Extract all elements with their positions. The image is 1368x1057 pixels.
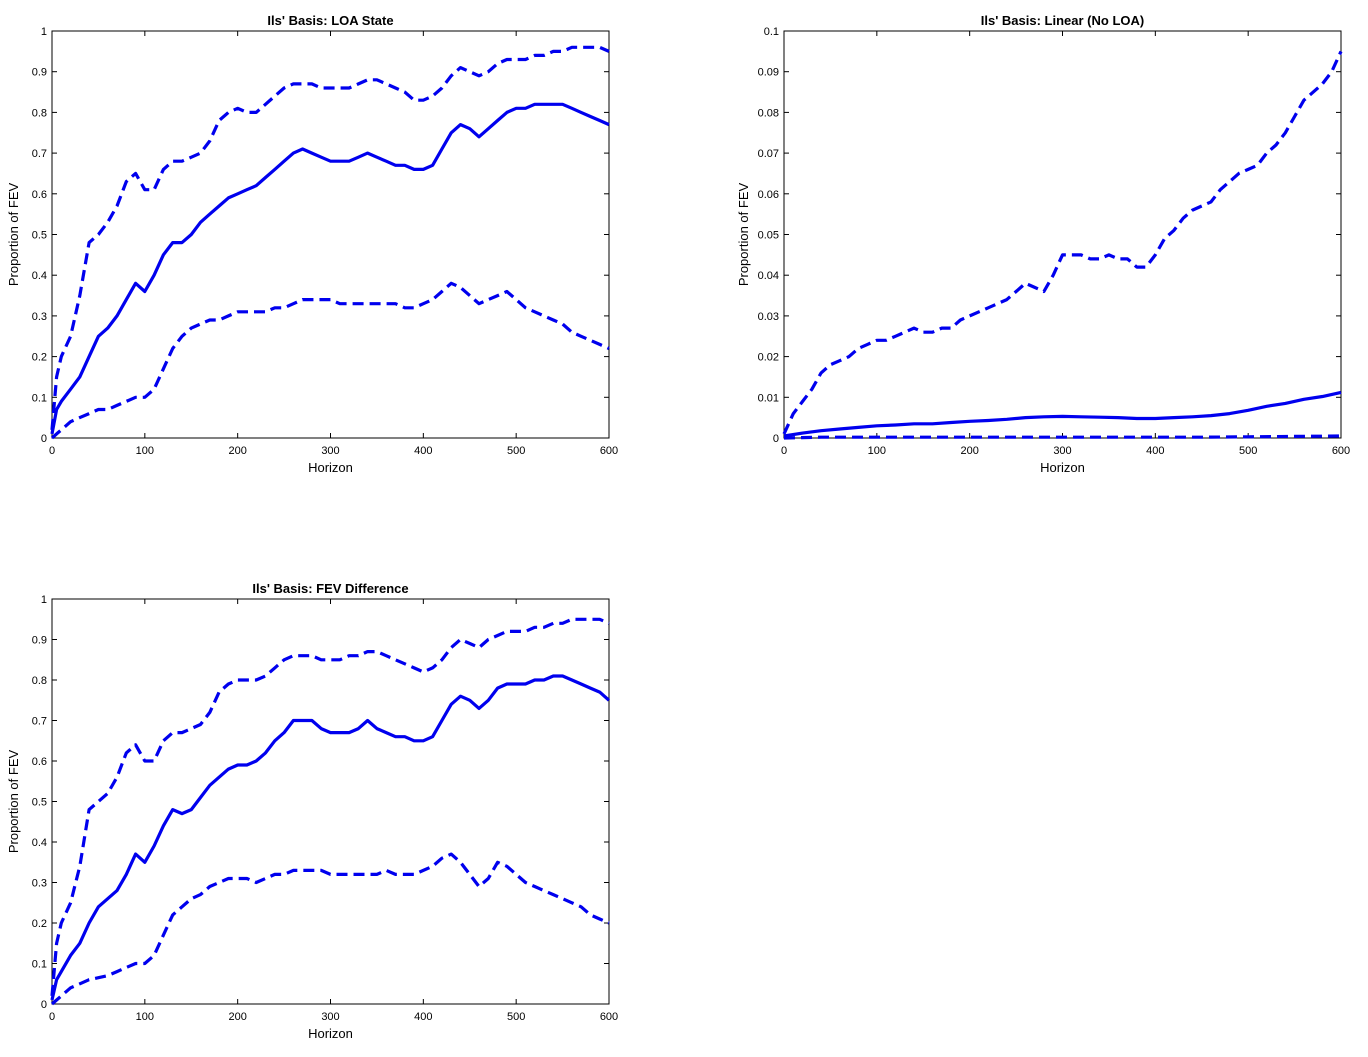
x-tick-label: 200 bbox=[960, 445, 978, 457]
x-tick-label: 300 bbox=[321, 445, 339, 457]
y-tick-label: 1 bbox=[41, 594, 47, 606]
y-tick-label: 0.4 bbox=[32, 270, 47, 282]
y-tick-label: 0.04 bbox=[758, 270, 779, 282]
x-tick-label: 100 bbox=[136, 1011, 154, 1023]
x-tick-label: 300 bbox=[1053, 445, 1071, 457]
y-tick-label: 0.03 bbox=[758, 311, 779, 323]
plot-area bbox=[51, 30, 610, 439]
series-dashed-line-1 bbox=[50, 45, 610, 431]
y-tick-label: 0 bbox=[41, 433, 47, 445]
y-axis-label: Proportion of FEV bbox=[6, 183, 21, 287]
y-tick-label: 0.1 bbox=[32, 959, 47, 971]
x-tick-label: 600 bbox=[600, 1011, 618, 1023]
y-tick-label: 0.2 bbox=[32, 352, 47, 364]
chart-linear-no-loa: Ils' Basis: Linear (No LOA) 0 100 200 300 400… bbox=[736, 13, 1350, 475]
series-solid-line-0 bbox=[50, 102, 610, 435]
series-dashed-line-1 bbox=[50, 617, 610, 997]
y-axis-label: Proportion of FEV bbox=[6, 750, 21, 854]
y-tick-label: 0 bbox=[41, 999, 47, 1011]
x-tick-label: 0 bbox=[49, 1011, 55, 1023]
x-axis-label: Horizon bbox=[1040, 460, 1085, 475]
y-tick-label: 0.3 bbox=[32, 311, 47, 323]
x-tick-label: 400 bbox=[414, 1011, 432, 1023]
y-tick-label: 0.6 bbox=[32, 756, 47, 768]
y-tick-label: 0.05 bbox=[758, 230, 779, 242]
y-tick-label: 0.7 bbox=[32, 716, 47, 728]
y-tick-label: 0.1 bbox=[32, 392, 47, 404]
y-tick-label: 0.9 bbox=[32, 635, 47, 647]
y-tick-label: 0.8 bbox=[32, 107, 47, 119]
y-tick-label: 0.3 bbox=[32, 878, 47, 890]
chart-title: Ils' Basis: Linear (No LOA) bbox=[981, 13, 1144, 28]
y-tick-label: 0.2 bbox=[32, 918, 47, 930]
chart-loa-state: Ils' Basis: LOA State 0 100 200 300 400 500 600… bbox=[6, 13, 618, 475]
chart-fev-difference: Ils' Basis: FEV Difference 0 100 200 300 400 5… bbox=[6, 581, 618, 1041]
y-tick-label: 0.9 bbox=[32, 67, 47, 79]
series-solid-line-0 bbox=[783, 390, 1342, 438]
y-tick-label: 0.5 bbox=[32, 230, 47, 242]
plot-area bbox=[51, 598, 610, 1005]
y-tick-label: 0.09 bbox=[758, 67, 779, 79]
x-tick-label: 400 bbox=[414, 445, 432, 457]
x-tick-label: 200 bbox=[228, 445, 246, 457]
x-tick-label: 300 bbox=[321, 1011, 339, 1023]
x-tick-label: 600 bbox=[600, 445, 618, 457]
series-dashed-line-2 bbox=[783, 434, 1342, 440]
y-tick-label: 1 bbox=[41, 26, 47, 38]
x-axis-label: Horizon bbox=[308, 460, 353, 475]
x-tick-label: 0 bbox=[49, 445, 55, 457]
y-axis-label: Proportion of FEV bbox=[736, 183, 751, 287]
x-tick-label: 100 bbox=[868, 445, 886, 457]
y-tick-label: 0.07 bbox=[758, 148, 779, 160]
series-dashed-line-2 bbox=[50, 281, 610, 440]
x-tick-label: 0 bbox=[781, 445, 787, 457]
y-tick-label: 0.6 bbox=[32, 189, 47, 201]
series-dashed-line-1 bbox=[782, 50, 1343, 435]
x-tick-label: 100 bbox=[136, 445, 154, 457]
x-axis-label: Horizon bbox=[308, 1026, 353, 1041]
y-tick-label: 0.1 bbox=[764, 26, 779, 38]
series-solid-line-0 bbox=[50, 674, 611, 1001]
y-tick-label: 0.5 bbox=[32, 797, 47, 809]
y-tick-label: 0.4 bbox=[32, 837, 47, 849]
y-tick-label: 0.7 bbox=[32, 148, 47, 160]
chart-title: Ils' Basis: FEV Difference bbox=[252, 581, 408, 596]
chart-title: Ils' Basis: LOA State bbox=[267, 13, 393, 28]
y-tick-label: 0.02 bbox=[758, 352, 779, 364]
x-tick-label: 200 bbox=[228, 1011, 246, 1023]
y-tick-label: 0.8 bbox=[32, 675, 47, 687]
x-tick-label: 500 bbox=[507, 445, 525, 457]
y-tick-label: 0.06 bbox=[758, 189, 779, 201]
x-tick-label: 400 bbox=[1146, 445, 1164, 457]
x-tick-label: 600 bbox=[1332, 445, 1350, 457]
y-tick-label: 0.01 bbox=[758, 392, 779, 404]
plot-area bbox=[783, 30, 1342, 439]
x-tick-label: 500 bbox=[1239, 445, 1257, 457]
y-tick-label: 0 bbox=[773, 433, 779, 445]
x-tick-label: 500 bbox=[507, 1011, 525, 1023]
y-tick-label: 0.08 bbox=[758, 107, 779, 119]
series-dashed-line-2 bbox=[50, 852, 610, 1006]
